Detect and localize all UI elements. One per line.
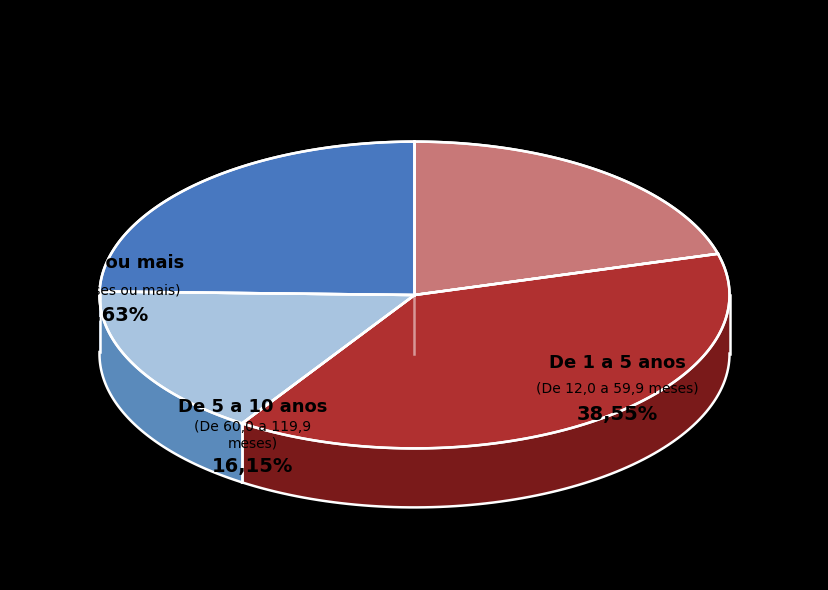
- Polygon shape: [99, 354, 729, 507]
- Polygon shape: [242, 293, 729, 507]
- Text: 38,55%: 38,55%: [576, 405, 657, 424]
- Text: (De 12,0 a 59,9 meses): (De 12,0 a 59,9 meses): [536, 382, 698, 396]
- Text: 16,15%: 16,15%: [212, 457, 293, 476]
- Text: De 1 a 5 anos: De 1 a 5 anos: [548, 354, 686, 372]
- Text: 10 ano ou mais: 10 ano ou mais: [31, 254, 184, 271]
- Text: Até  1 ano: Até 1 ano: [483, 71, 585, 88]
- Polygon shape: [242, 295, 414, 483]
- Polygon shape: [99, 291, 414, 424]
- Polygon shape: [414, 142, 717, 295]
- Polygon shape: [99, 292, 242, 483]
- Text: (De 1,0 a 11,9 meses): (De 1,0 a 11,9 meses): [457, 99, 611, 113]
- Polygon shape: [242, 295, 414, 483]
- Polygon shape: [99, 292, 414, 354]
- Text: 24,63%: 24,63%: [67, 306, 148, 325]
- Polygon shape: [242, 254, 729, 448]
- Text: De 5 a 10 anos: De 5 a 10 anos: [178, 398, 327, 416]
- Polygon shape: [99, 142, 414, 295]
- Text: (De 60,0 a 119,9
meses): (De 60,0 a 119,9 meses): [194, 420, 311, 451]
- Text: 20,67%: 20,67%: [493, 120, 575, 139]
- Polygon shape: [414, 293, 729, 354]
- Text: (120 meses ou mais): (120 meses ou mais): [35, 283, 181, 297]
